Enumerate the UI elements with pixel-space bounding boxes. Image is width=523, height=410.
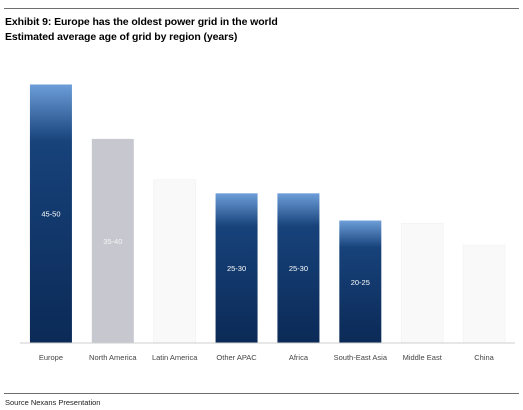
category-label: Latin America xyxy=(152,353,198,362)
category-label: Other APAC xyxy=(216,353,257,362)
data-label: 45-50 xyxy=(41,210,60,219)
data-label: 35-40 xyxy=(103,237,122,246)
bar-china xyxy=(462,244,506,344)
source-note: Source Nexans Presentation xyxy=(5,398,101,407)
bar-europe xyxy=(29,84,72,343)
category-label: China xyxy=(474,353,494,362)
category-label: Africa xyxy=(289,353,309,362)
bar-south-east-asia xyxy=(339,220,382,343)
bottom-rule xyxy=(4,393,519,394)
bar-north-america xyxy=(91,138,134,343)
data-label: 25-30 xyxy=(227,264,246,273)
chart-title: Exhibit 9: Europe has the oldest power g… xyxy=(5,16,278,28)
bar-middle-east xyxy=(400,222,444,344)
chart-subtitle: Estimated average age of grid by region … xyxy=(5,31,238,43)
category-label: Middle East xyxy=(403,353,443,362)
top-rule xyxy=(4,8,519,9)
bar-africa xyxy=(277,193,320,343)
data-label: 20-25 xyxy=(351,278,370,287)
bar-latin-america xyxy=(153,179,196,344)
category-label: South-East Asia xyxy=(334,353,388,362)
bar-other-apac xyxy=(215,193,258,343)
category-label: Europe xyxy=(39,353,63,362)
data-label: 25-30 xyxy=(289,264,308,273)
category-label: North America xyxy=(89,353,137,362)
